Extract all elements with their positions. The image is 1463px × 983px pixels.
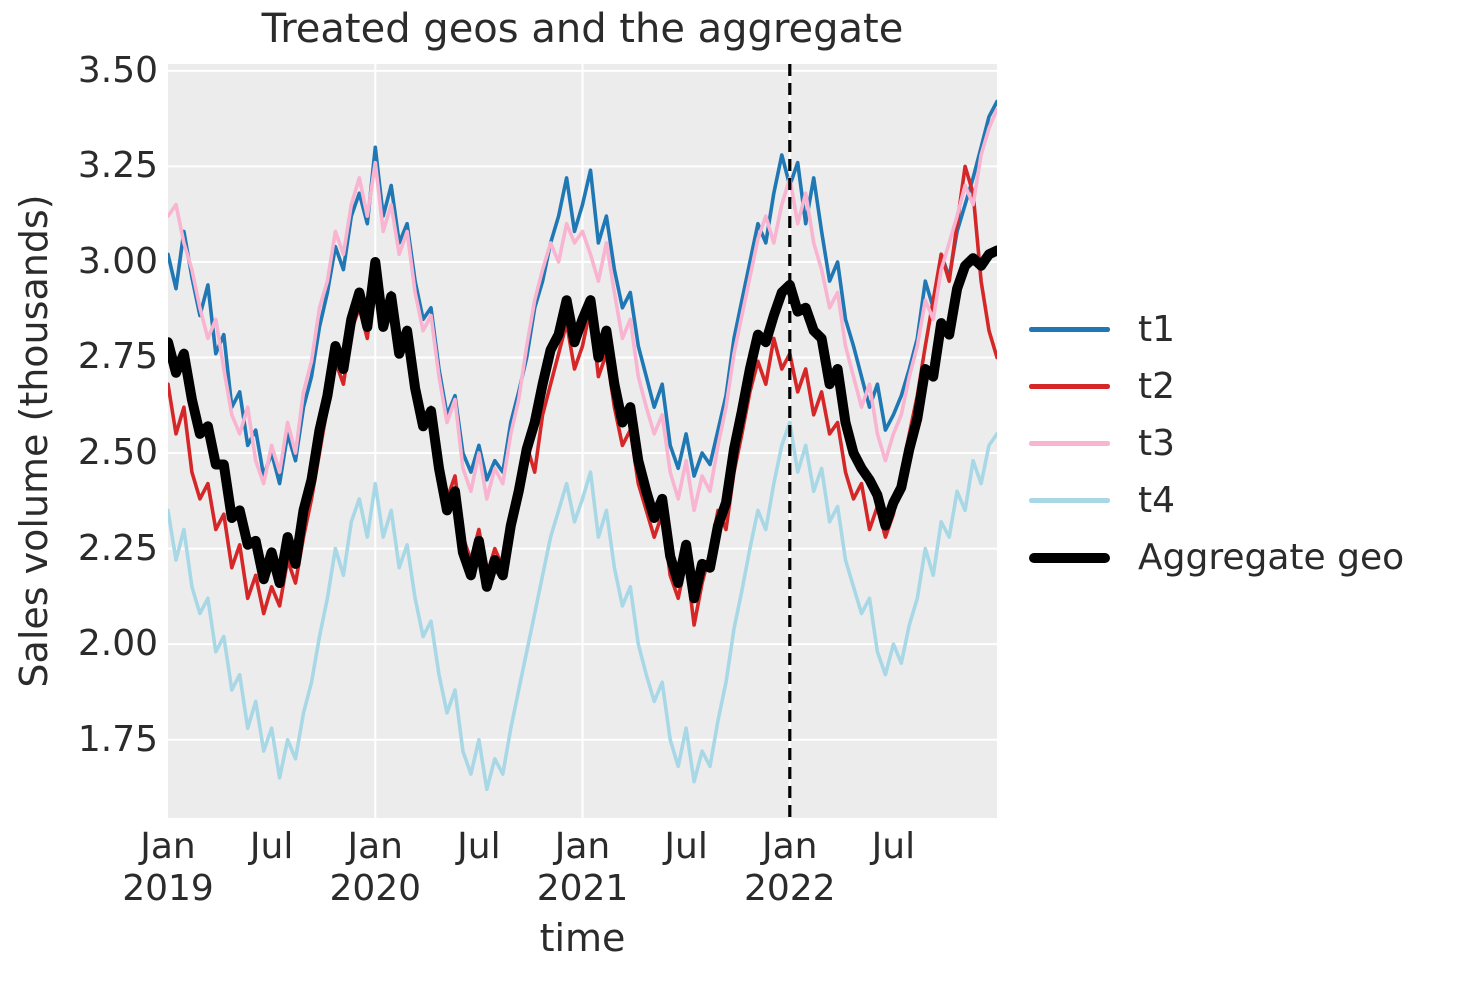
legend-line-t3-icon xyxy=(1029,441,1110,446)
legend-item-t2: t2 xyxy=(1029,358,1404,415)
y-tick-label: 2.00 xyxy=(77,623,158,665)
chart-canvas xyxy=(168,64,997,818)
series-line-t1 xyxy=(168,99,997,486)
y-tick-label: 1.75 xyxy=(77,718,158,760)
x-tick-label: Jul xyxy=(249,826,294,867)
y-tick-label: 2.50 xyxy=(77,432,158,474)
x-tick-label: Jan 2021 xyxy=(536,826,629,910)
legend-label-t1: t1 xyxy=(1138,309,1176,350)
chart-title: Treated geos and the aggregate xyxy=(261,6,904,52)
series-line-t4 xyxy=(168,420,997,792)
legend-label-t2: t2 xyxy=(1138,366,1176,407)
y-tick-label: 2.75 xyxy=(77,336,158,378)
x-tick-label: Jul xyxy=(457,826,501,867)
legend-label-t4: t4 xyxy=(1138,480,1176,521)
y-tick-label: 2.25 xyxy=(77,527,158,569)
x-tick-label: Jul xyxy=(664,826,708,867)
x-tick-label: Jan 2019 xyxy=(122,826,214,910)
legend-item-t3: t3 xyxy=(1029,415,1404,472)
legend: t1 t2 t3 t4 Aggregate geo xyxy=(1029,301,1404,586)
legend-label-t3: t3 xyxy=(1138,423,1176,464)
series-line-t3 xyxy=(168,107,997,513)
y-tick-label: 3.00 xyxy=(77,240,158,282)
x-tick-label: Jan 2020 xyxy=(329,826,422,910)
legend-item-t1: t1 xyxy=(1029,301,1404,358)
x-tick-label: Jan 2022 xyxy=(743,826,836,910)
legend-item-aggregate-geo: Aggregate geo xyxy=(1029,529,1404,586)
x-axis-label: time xyxy=(539,916,626,960)
legend-line-t4-icon xyxy=(1029,498,1110,503)
y-tick-label: 3.50 xyxy=(77,49,158,91)
legend-line-t1-icon xyxy=(1029,327,1110,332)
y-tick-label: 3.25 xyxy=(77,145,158,187)
series-line-aggregate-geo xyxy=(168,245,997,604)
legend-line-t2-icon xyxy=(1029,384,1110,389)
legend-line-aggregate-geo-icon xyxy=(1029,552,1110,563)
y-axis-ticks: 3.50 3.25 3.00 2.75 2.50 2.25 2.00 1.75 xyxy=(0,0,158,983)
legend-item-t4: t4 xyxy=(1029,472,1404,529)
legend-label-aggregate-geo: Aggregate geo xyxy=(1138,537,1405,578)
x-tick-label: Jul xyxy=(871,826,916,867)
plot-area xyxy=(168,64,997,818)
